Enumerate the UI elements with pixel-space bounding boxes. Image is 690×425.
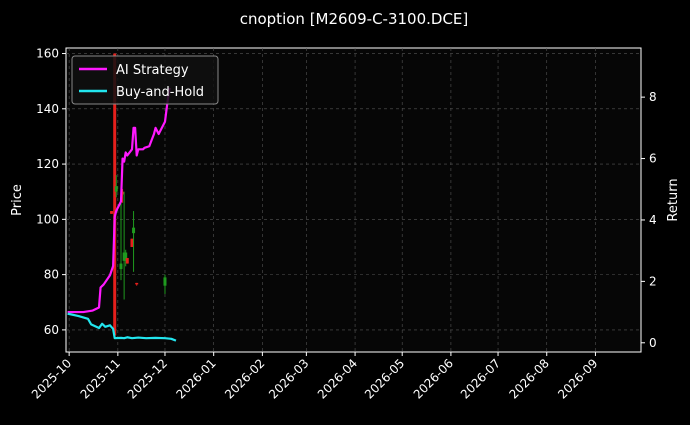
y2-tick-label: 4 — [649, 213, 657, 227]
legend-label-buy-and-hold: Buy-and-Hold — [116, 85, 204, 100]
candlesticks — [110, 53, 167, 339]
y2-tick-label: 8 — [649, 90, 657, 104]
candle-body — [124, 252, 128, 261]
series-line-buy-and-hold — [67, 312, 177, 342]
grid — [66, 48, 641, 352]
chart-title: cnoption [M2609-C-3100.DCE] — [240, 10, 469, 28]
y-tick-label: 160 — [36, 47, 59, 61]
candle-body — [122, 252, 126, 261]
y-tick-label: 80 — [44, 268, 59, 282]
y2-tick-label: 2 — [649, 274, 657, 288]
legend-label-ai-strategy: AI Strategy — [116, 63, 189, 78]
y-tick-label: 140 — [36, 102, 59, 116]
y2-tick-label: 0 — [649, 336, 657, 350]
candle-body — [110, 211, 114, 214]
candle-body — [114, 186, 118, 192]
y-tick-label: 120 — [36, 157, 59, 171]
candle-body — [130, 238, 134, 247]
y2-tick-label: 6 — [649, 152, 657, 166]
candle-body — [113, 53, 117, 336]
series-line-ai-strategy — [67, 87, 171, 314]
candle-body — [125, 258, 129, 264]
y-tick-label: 60 — [44, 323, 59, 337]
y-tick-label: 100 — [36, 212, 59, 226]
y-axis-label: Price — [10, 184, 25, 216]
candle-body — [132, 227, 136, 234]
candle-body — [163, 277, 167, 286]
candle-body — [135, 282, 139, 285]
y2-axis-label: Return — [666, 178, 681, 221]
candle-body — [121, 191, 125, 195]
legend-box — [71, 55, 219, 105]
candle-body — [119, 263, 123, 270]
legend: AI Strategy Buy-and-Hold — [71, 55, 219, 105]
series-lines — [67, 87, 177, 342]
